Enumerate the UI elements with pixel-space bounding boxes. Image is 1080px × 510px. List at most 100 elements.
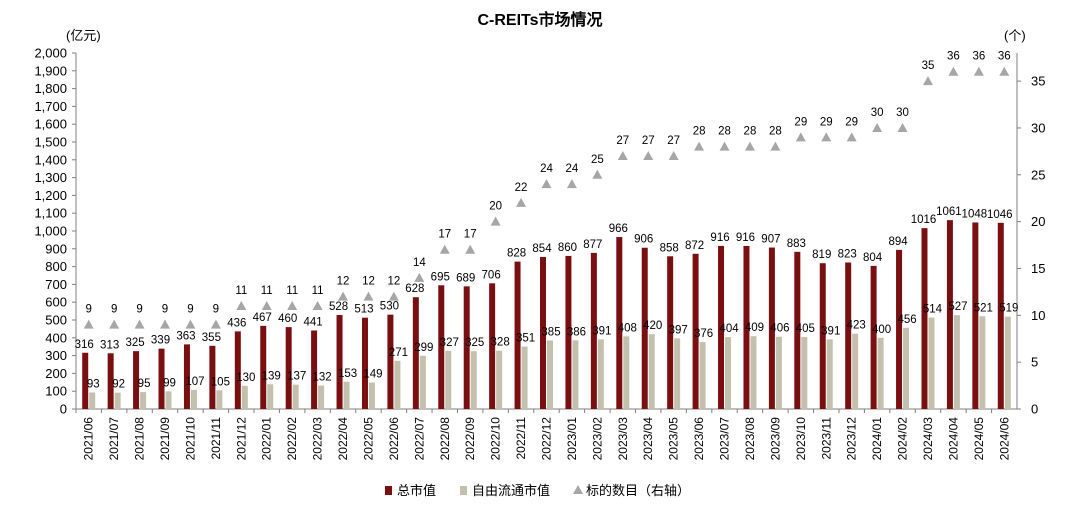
- x-tick-label: 2024/06: [997, 417, 1011, 461]
- x-tick-label: 2022/01: [260, 417, 274, 461]
- bar-total-market-value: [361, 317, 368, 409]
- bar-total-market-value: [921, 228, 928, 409]
- bar-free-float-value: [267, 384, 274, 409]
- bar-total-market-value: [133, 351, 140, 409]
- bar-total-market-value: [514, 261, 521, 409]
- marker-count: [744, 141, 755, 151]
- legend: 总市值 自由流通市值 标的数目（右轴）: [385, 483, 690, 498]
- bar-total-market-value: [997, 222, 1004, 409]
- bar-total-market-value: [540, 256, 546, 409]
- data-label-count: 28: [693, 126, 706, 138]
- data-label-free-float: 527: [948, 301, 967, 313]
- x-tick-label: 2023/11: [819, 417, 833, 460]
- data-label-free-float: 132: [313, 372, 332, 384]
- x-tick-label: 2022/02: [285, 417, 299, 461]
- data-label-total: 339: [151, 335, 170, 347]
- data-label-total: 894: [888, 236, 908, 248]
- data-label-total: 467: [253, 312, 272, 324]
- bar-total-market-value: [743, 245, 750, 409]
- bar-total-market-value: [489, 283, 496, 409]
- x-tick-label: 2023/01: [565, 417, 579, 461]
- x-tick-label: 2021/08: [133, 417, 147, 461]
- right-tick-label: 15: [1031, 261, 1045, 276]
- x-tick-label: 2023/07: [718, 417, 732, 461]
- data-label-total: 530: [380, 301, 399, 313]
- x-tick-label: 2021/10: [183, 417, 197, 461]
- x-tick-label: 2023/09: [768, 417, 782, 461]
- left-tick-label: 1,300: [34, 170, 67, 185]
- data-label-free-float: 328: [491, 337, 510, 349]
- data-label-free-float: 456: [897, 314, 916, 326]
- marker-count: [185, 319, 196, 329]
- x-tick-label: 2023/04: [641, 417, 655, 461]
- bar-total-market-value: [438, 285, 445, 409]
- marker-count: [287, 300, 298, 310]
- bar-free-float-value: [216, 390, 223, 409]
- x-tick-label: 2023/08: [743, 417, 757, 461]
- data-label-free-float: 391: [592, 325, 611, 337]
- x-tick-label: 2024/02: [896, 417, 910, 461]
- data-label-count: 30: [871, 107, 884, 119]
- bar-total-market-value: [412, 297, 419, 409]
- bar-total-market-value: [82, 352, 89, 409]
- data-label-free-float: 93: [87, 378, 100, 390]
- bar-free-float-value: [394, 360, 401, 409]
- data-label-count: 11: [312, 285, 324, 297]
- bar-free-float-value: [165, 391, 172, 409]
- data-label-free-float: 400: [872, 324, 891, 336]
- data-label-total: 916: [736, 232, 755, 244]
- left-tick-label: 600: [45, 295, 67, 310]
- plot-area: 01002003004005006007008009001,0001,1001,…: [34, 46, 1045, 461]
- data-label-count: 28: [718, 126, 731, 138]
- data-label-count: 9: [86, 304, 92, 316]
- marker-count: [210, 319, 221, 329]
- data-label-count: 12: [337, 276, 350, 288]
- bar-total-market-value: [285, 327, 292, 409]
- bar-free-float-value: [903, 327, 910, 409]
- marker-count: [821, 132, 832, 142]
- data-label-total: 1048: [962, 208, 988, 220]
- bar-free-float-value: [953, 315, 960, 409]
- bar-free-float-value: [572, 340, 579, 409]
- bar-free-float-value: [521, 346, 528, 409]
- data-label-free-float: 420: [643, 320, 662, 332]
- x-tick-label: 2024/03: [921, 417, 935, 461]
- data-label-total: 858: [660, 242, 679, 254]
- bar-free-float-value: [190, 389, 197, 409]
- bar-total-market-value: [183, 344, 190, 409]
- bar-total-market-value: [794, 251, 801, 409]
- data-label-count: 27: [642, 135, 655, 147]
- data-label-free-float: 137: [287, 371, 306, 383]
- bar-free-float-value: [597, 339, 604, 409]
- data-label-total: 436: [227, 317, 246, 329]
- marker-count: [490, 216, 501, 226]
- marker-count: [439, 244, 450, 254]
- data-label-free-float: 139: [262, 370, 281, 382]
- bar-free-float-value: [725, 337, 732, 409]
- right-tick-label: 25: [1031, 167, 1045, 182]
- bar-total-market-value: [641, 247, 648, 409]
- bar-total-market-value: [107, 353, 114, 409]
- x-tick-label: 2023/10: [794, 417, 808, 461]
- data-label-count: 29: [845, 116, 858, 128]
- data-label-total: 804: [863, 252, 883, 264]
- x-tick-label: 2022/07: [412, 417, 426, 461]
- data-label-total: 819: [812, 249, 831, 261]
- data-label-total: 916: [710, 232, 729, 244]
- data-label-total: 460: [278, 313, 297, 325]
- x-tick-label: 2022/04: [336, 417, 350, 461]
- data-label-total: 872: [685, 240, 704, 252]
- data-label-free-float: 519: [999, 303, 1018, 315]
- bar-total-market-value: [972, 222, 979, 409]
- x-tick-label: 2021/09: [158, 417, 172, 461]
- x-tick-label: 2024/04: [946, 417, 960, 461]
- bar-total-market-value: [692, 253, 699, 409]
- data-label-free-float: 351: [516, 333, 535, 345]
- x-tick-label: 2022/11: [514, 417, 528, 460]
- data-label-count: 11: [261, 285, 273, 297]
- right-axis-unit: (个): [1004, 28, 1026, 43]
- data-label-count: 28: [769, 126, 782, 138]
- bar-total-market-value: [718, 245, 725, 409]
- data-label-count: 24: [540, 163, 553, 175]
- data-label-total: 906: [634, 234, 653, 246]
